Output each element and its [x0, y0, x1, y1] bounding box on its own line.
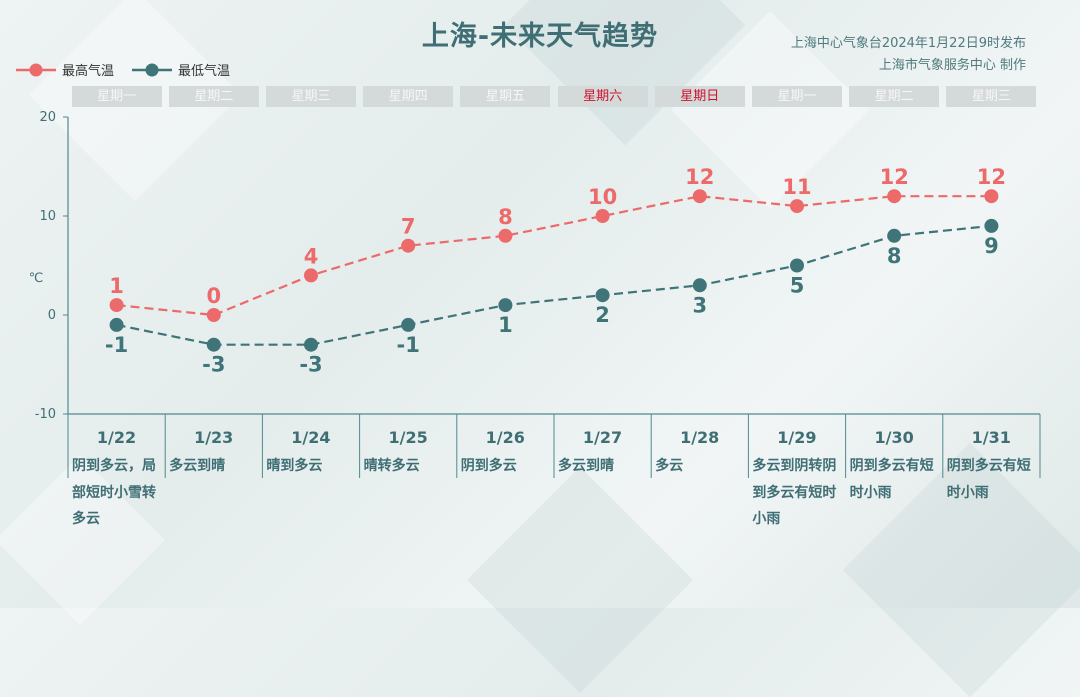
high-temp-label: 0 — [206, 284, 221, 308]
low-temp-label: 8 — [887, 244, 902, 268]
weekday-label: 星期三 — [266, 86, 356, 107]
low-temp-label: -1 — [105, 333, 128, 357]
low-temp-label: 2 — [595, 303, 610, 327]
high-temp-point — [984, 189, 999, 204]
source-line-1: 上海中心气象台2024年1月22日9时发布 — [790, 36, 1026, 51]
high-temp-point — [595, 209, 610, 223]
legend-high: 最高气温 — [16, 60, 114, 79]
weekday-label: 星期二 — [849, 86, 940, 107]
date-label: 1/27 — [582, 428, 623, 447]
date-label: 1/24 — [291, 428, 331, 447]
weather-description: 多云到晴 — [169, 458, 226, 474]
high-temp-label: 12 — [880, 165, 909, 189]
low-temp-label: -3 — [299, 353, 322, 377]
legend-low-marker-icon — [132, 63, 172, 76]
high-temp-point — [109, 298, 124, 313]
date-label: 1/28 — [680, 428, 720, 447]
high-temp-label: 7 — [401, 215, 416, 239]
high-temp-point — [498, 228, 513, 243]
low-temp-point — [498, 298, 513, 313]
date-label: 1/31 — [971, 428, 1011, 447]
legend-low-label: 最低气温 — [178, 64, 231, 79]
date-label: 1/29 — [777, 428, 817, 447]
low-temp-point — [304, 337, 318, 352]
page-title: 上海-未来天气趋势 — [421, 21, 659, 52]
low-temp-label: -1 — [397, 333, 420, 357]
weekday-label: 星期一 — [71, 86, 162, 107]
weather-description: 阴到多云 — [460, 458, 517, 474]
high-temp-point — [206, 308, 221, 322]
high-temp-line — [116, 195, 992, 317]
high-temp-point — [401, 238, 416, 253]
weekday-label: 星期五 — [460, 86, 551, 107]
weekday-label: 星期一 — [752, 86, 842, 107]
weather-description: 多云到阴转阴到多云有短时小雨 — [752, 458, 837, 527]
low-temp-label: 5 — [790, 274, 805, 298]
legend-high-marker-icon — [16, 63, 56, 76]
y-tick-label: 10 — [39, 209, 56, 224]
low-temp-point — [401, 317, 416, 332]
low-temp-point — [984, 218, 999, 233]
low-temp-point — [595, 288, 610, 303]
high-temp-label: 10 — [588, 185, 617, 209]
weather-description: 多云到晴 — [558, 458, 614, 474]
date-label: 1/22 — [96, 428, 137, 447]
y-axis-label: ℃ — [29, 271, 44, 286]
low-temp-point — [692, 278, 707, 293]
high-temp-label: 12 — [685, 165, 714, 189]
low-temp-point — [887, 228, 902, 243]
weekday-label: 星期三 — [946, 86, 1037, 107]
weather-description: 晴到多云 — [266, 458, 323, 474]
high-temp-label: 8 — [498, 205, 513, 229]
low-temp-label: 9 — [984, 234, 999, 258]
high-temp-point — [887, 189, 902, 204]
low-temp-point — [206, 337, 221, 352]
legend-low: 最低气温 — [132, 60, 230, 79]
y-tick-label: -10 — [35, 407, 56, 422]
date-label: 1/23 — [194, 428, 234, 447]
weather-description: 阴到多云，局部短时小雪转多云 — [72, 458, 156, 527]
weather-description: 阴到多云有短时小雨 — [849, 458, 934, 501]
date-label: 1/30 — [874, 428, 914, 447]
legend-high-label: 最高气温 — [62, 64, 115, 79]
weather-description: 多云 — [655, 458, 684, 474]
low-temp-point — [109, 317, 124, 332]
weather-description: 晴转多云 — [363, 458, 420, 474]
high-temp-point — [790, 199, 804, 214]
y-tick-label: 0 — [48, 308, 56, 323]
y-tick-label: 20 — [39, 110, 56, 125]
weekday-label: 星期二 — [168, 86, 259, 107]
low-temp-point — [790, 258, 804, 273]
high-temp-point — [692, 189, 707, 204]
source-line-2: 上海市气象服务中心 制作 — [878, 58, 1026, 73]
weekday-label: 星期日 — [654, 86, 745, 107]
date-label: 1/26 — [485, 428, 525, 447]
weather-description: 阴到多云有短时小雨 — [946, 458, 1031, 501]
high-temp-point — [304, 268, 318, 283]
low-temp-line — [116, 224, 992, 346]
low-temp-label: 3 — [692, 293, 707, 317]
high-temp-label: 12 — [977, 165, 1006, 189]
low-temp-label: -3 — [202, 353, 225, 377]
high-temp-label: 4 — [304, 244, 319, 268]
weekday-label: 星期六 — [557, 86, 648, 107]
weekday-label: 星期四 — [363, 86, 454, 107]
high-temp-label: 1 — [109, 274, 124, 298]
low-temp-label: 1 — [498, 313, 513, 337]
high-temp-label: 11 — [782, 175, 811, 199]
date-label: 1/25 — [388, 428, 428, 447]
